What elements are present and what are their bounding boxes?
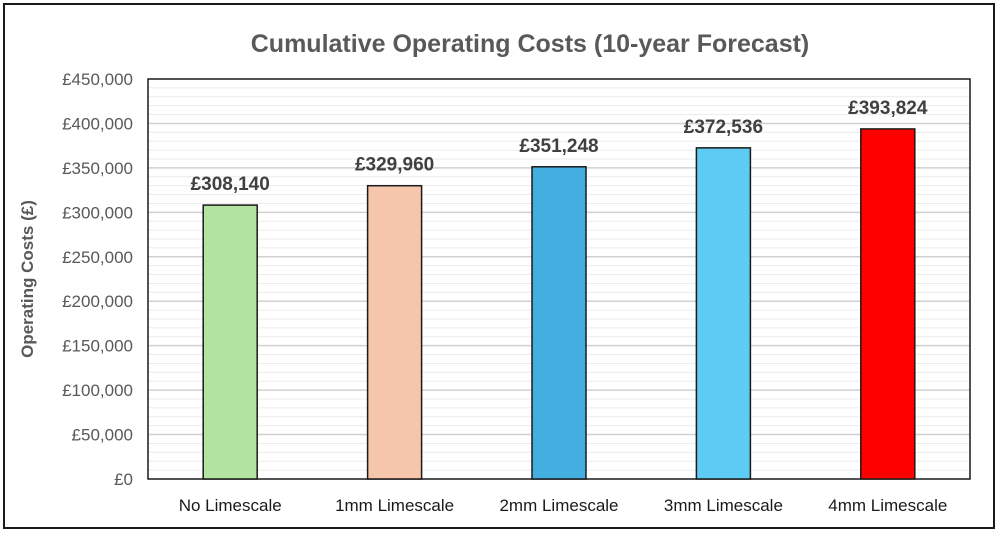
y-tick-label: £150,000 (62, 337, 133, 356)
x-tick-label: 1mm Limescale (335, 496, 454, 515)
data-label: £393,824 (848, 98, 928, 119)
y-axis-label: Operating Costs (£) (18, 200, 37, 358)
bar (695, 147, 752, 480)
y-tick-label: £0 (114, 470, 133, 489)
y-tick-label: £350,000 (62, 159, 133, 178)
y-tick-label: £250,000 (62, 248, 133, 267)
chart-title: Cumulative Operating Costs (10-year Fore… (251, 30, 810, 58)
x-tick-label: 2mm Limescale (499, 496, 618, 515)
bar (860, 128, 916, 480)
y-tick-label: £100,000 (62, 381, 133, 400)
bar (202, 204, 258, 480)
bar (366, 184, 423, 480)
data-label: £329,960 (355, 155, 434, 176)
y-tick-label: £50,000 (72, 426, 133, 445)
x-tick-label: 3mm Limescale (664, 496, 783, 515)
bar (531, 166, 587, 480)
data-label: £351,248 (519, 136, 598, 157)
y-tick-label: £450,000 (62, 70, 133, 89)
chart-frame (3, 3, 995, 529)
data-label: £372,536 (684, 117, 763, 138)
x-tick-label: No Limescale (179, 496, 282, 515)
y-tick-label: £300,000 (62, 203, 133, 222)
y-tick-label: £200,000 (62, 292, 133, 311)
data-label: £308,140 (191, 174, 270, 195)
x-tick-label: 4mm Limescale (828, 496, 947, 515)
y-tick-label: £400,000 (62, 114, 133, 133)
